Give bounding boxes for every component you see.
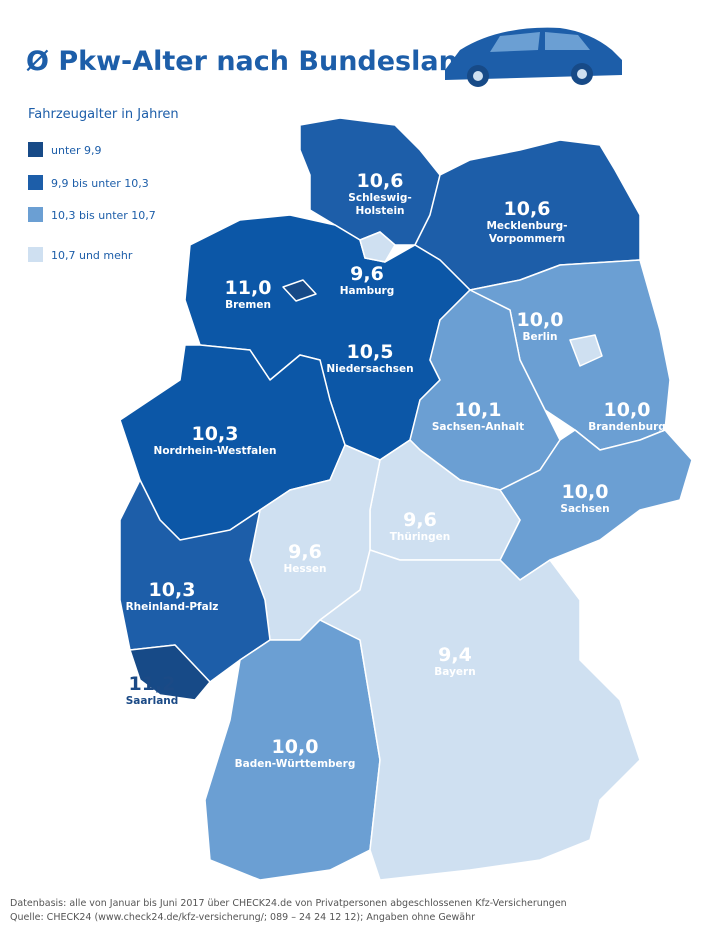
state-value: 11,0	[225, 277, 272, 299]
legend-swatch	[28, 247, 43, 262]
state-value: 10,0	[562, 481, 609, 503]
state-value: 10,0	[604, 399, 651, 421]
car-icon	[445, 27, 622, 87]
legend-label: 9,9 bis unter 10,3	[51, 177, 149, 190]
legend-swatch	[28, 175, 43, 190]
state-value: 9,6	[288, 541, 322, 563]
state-region	[359, 231, 396, 263]
state-name: Hamburg	[340, 285, 395, 297]
state-value: 10,3	[192, 423, 239, 445]
state-name: Niedersachsen	[326, 363, 413, 375]
legend-label: 10,3 bis unter 10,7	[51, 209, 156, 222]
state-value: 10,0	[272, 736, 319, 758]
state-region	[129, 644, 211, 701]
state-value: 9,6	[403, 509, 437, 531]
legend-title: Fahrzeugalter in Jahren	[28, 107, 179, 122]
footnote: Datenbasis: alle von Januar bis Juni 201…	[10, 898, 567, 909]
state-value: 10,0	[517, 309, 564, 331]
state-name: Saarland	[126, 695, 179, 707]
state-name: Thüringen	[390, 531, 450, 543]
state-name: Rheinland-Pfalz	[126, 601, 219, 613]
regions	[119, 117, 693, 881]
state-region	[569, 334, 603, 367]
legend-label: 10,7 und mehr	[51, 249, 133, 262]
legend: unter 9,9 9,9 bis unter 10,3 10,3 bis unte…	[28, 142, 156, 262]
state-name: Sachsen-Anhalt	[432, 421, 524, 433]
state-name: Schleswig-	[348, 192, 411, 204]
state-name: Sachsen	[560, 503, 609, 515]
title: Ø Pkw-Alter nach Bundesland	[26, 46, 477, 77]
state-value: 10,3	[149, 579, 196, 601]
state-name: Bayern	[434, 666, 475, 678]
state-value: 10,6	[504, 198, 551, 220]
state-value: 10,1	[455, 399, 502, 421]
state-name: Mecklenburg-	[486, 220, 567, 232]
state-name: Baden-Württemberg	[235, 758, 356, 770]
state-value: 9,4	[438, 644, 472, 666]
footnote: Quelle: CHECK24 (www.check24.de/kfz-vers…	[10, 912, 475, 923]
state-region	[282, 279, 317, 302]
state-name: Vorpommern	[489, 233, 565, 245]
state-name: Hessen	[283, 563, 326, 575]
legend-label: unter 9,9	[51, 144, 102, 157]
state-value: 10,6	[357, 170, 404, 192]
state-name: Berlin	[523, 331, 558, 343]
state-value: 10,5	[347, 341, 394, 363]
state-name: Holstein	[355, 205, 404, 217]
legend-swatch	[28, 142, 43, 157]
state-name: Nordrhein-Westfalen	[154, 445, 277, 457]
state-name: Brandenburg	[588, 421, 666, 433]
state-value: 9,6	[350, 263, 384, 285]
state-name: Bremen	[225, 299, 271, 311]
state-value: 11,2	[129, 673, 176, 695]
state-region	[319, 549, 641, 881]
legend-swatch	[28, 207, 43, 222]
